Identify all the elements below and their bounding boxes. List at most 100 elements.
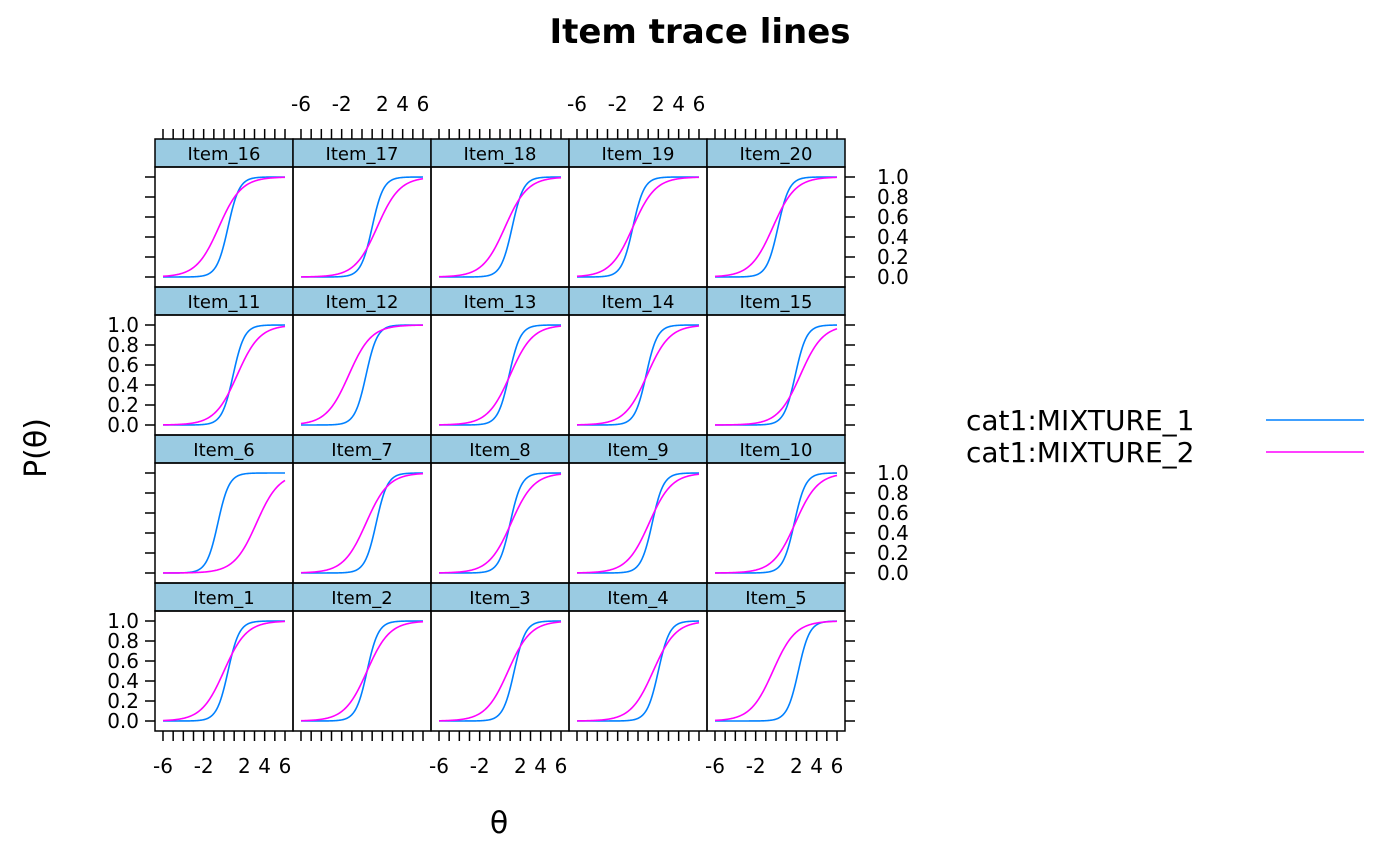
trace-line-2: [714, 474, 838, 574]
y-tick-label: 0.4: [107, 373, 139, 397]
panel-frame: [430, 166, 570, 288]
panel-strip: [706, 138, 846, 168]
panel-strip-label: Item_19: [602, 144, 675, 165]
trace-line-1: [577, 472, 699, 574]
y-tick-label: 1.0: [107, 313, 139, 337]
panel-strip: [154, 582, 294, 612]
trace-line-2: [438, 473, 562, 574]
panel-frame: [706, 462, 846, 584]
trace-line-2: [576, 473, 700, 574]
x-tick-label: -2: [746, 754, 766, 778]
trace-line-2: [300, 324, 424, 425]
panel-strip-label: Item_11: [188, 292, 261, 313]
x-tick-label: -2: [194, 754, 214, 778]
legend-label: cat1:MIXTURE_2: [966, 436, 1194, 469]
trace-line-2: [714, 176, 838, 278]
panel-frame: [430, 462, 570, 584]
panel-strip-label: Item_17: [326, 144, 399, 165]
panel-strip: [292, 286, 432, 316]
panel-strip-label: Item_6: [193, 440, 254, 461]
x-tick-label: -2: [608, 92, 628, 116]
x-tick-label: -6: [567, 92, 587, 116]
trace-line-2: [162, 176, 286, 278]
panel-strip-label: Item_5: [745, 588, 806, 609]
x-tick-label: 4: [534, 754, 547, 778]
panel-frame: [154, 166, 294, 288]
panel-strip-label: Item_1: [193, 588, 254, 609]
x-tick-label: -6: [429, 754, 449, 778]
panel-strip: [706, 286, 846, 316]
x-tick-label: 6: [831, 754, 844, 778]
panel-strip-label: Item_8: [469, 440, 530, 461]
panel-frame: [430, 314, 570, 436]
y-tick-label: 0.6: [107, 353, 139, 377]
panel-strip: [430, 286, 570, 316]
x-tick-label: 2: [514, 754, 527, 778]
panel-strip-label: Item_14: [602, 292, 675, 313]
y-tick-label: 0.2: [877, 541, 909, 565]
trace-line-1: [301, 620, 423, 722]
panel-strip-label: Item_15: [740, 292, 813, 313]
panel-strip-label: Item_20: [740, 144, 813, 165]
panel-frame: [154, 462, 294, 584]
y-tick-label: 0.0: [877, 265, 909, 289]
y-tick-label: 0.4: [877, 225, 909, 249]
x-tick-label: 4: [258, 754, 271, 778]
trace-line-1: [715, 620, 838, 722]
trace-line-1: [577, 176, 699, 278]
trace-line-2: [162, 620, 286, 722]
trace-line-2: [714, 328, 838, 426]
y-tick-label: 1.0: [877, 461, 909, 485]
trace-line-1: [715, 176, 837, 278]
panel-frame: [568, 610, 708, 732]
y-tick-label: 0.2: [877, 245, 909, 269]
y-tick-label: 0.4: [107, 669, 139, 693]
y-tick-label: 0.8: [107, 629, 139, 653]
trace-line-1: [577, 324, 699, 426]
x-tick-label: 4: [396, 92, 409, 116]
trace-line-1: [301, 176, 423, 278]
panel-frame: [568, 314, 708, 436]
panel-strip: [292, 138, 432, 168]
panel-strip-label: Item_9: [607, 440, 668, 461]
x-tick-label: -6: [705, 754, 725, 778]
y-tick-label: 0.4: [877, 521, 909, 545]
trace-line-2: [576, 176, 700, 278]
panel-strip: [430, 582, 570, 612]
panel-strip-label: Item_13: [464, 292, 537, 313]
panel-strip-label: Item_18: [464, 144, 537, 165]
panel-grid: Item_1 Item_2 Item_3 Item_4 Item_5 Item_6 Item…: [107, 92, 909, 778]
x-tick-label: 6: [555, 754, 568, 778]
panel-frame: [706, 166, 846, 288]
trace-line-1: [301, 472, 423, 574]
panel-frame: [706, 610, 846, 732]
y-tick-label: 0.2: [107, 689, 139, 713]
panel-frame: [292, 166, 432, 288]
trace-line-1: [439, 324, 561, 426]
panel-strip-label: Item_2: [331, 588, 392, 609]
trace-line-1: [439, 472, 561, 574]
y-tick-label: 0.0: [107, 413, 139, 437]
trace-line-2: [300, 177, 424, 278]
trace-line-1: [577, 620, 700, 722]
y-tick-label: 0.8: [877, 481, 909, 505]
panel-strip-label: Item_12: [326, 292, 399, 313]
x-tick-label: 4: [810, 754, 823, 778]
trace-line-2: [300, 472, 424, 574]
panel-frame: [292, 610, 432, 732]
trace-line-2: [576, 325, 700, 426]
x-tick-label: 6: [279, 754, 292, 778]
panel-strip-label: Item_10: [740, 440, 813, 461]
x-axis-title: θ: [490, 806, 508, 841]
panel-strip-label: Item_3: [469, 588, 530, 609]
trace-line-2: [438, 325, 562, 426]
y-tick-label: 0.6: [877, 501, 909, 525]
y-tick-label: 0.6: [877, 205, 909, 229]
y-tick-label: 0.6: [107, 649, 139, 673]
trace-line-1: [163, 324, 285, 426]
x-tick-label: -2: [332, 92, 352, 116]
trace-line-1: [439, 620, 561, 722]
legend-label: cat1:MIXTURE_1: [966, 404, 1194, 437]
x-tick-label: -6: [153, 754, 173, 778]
